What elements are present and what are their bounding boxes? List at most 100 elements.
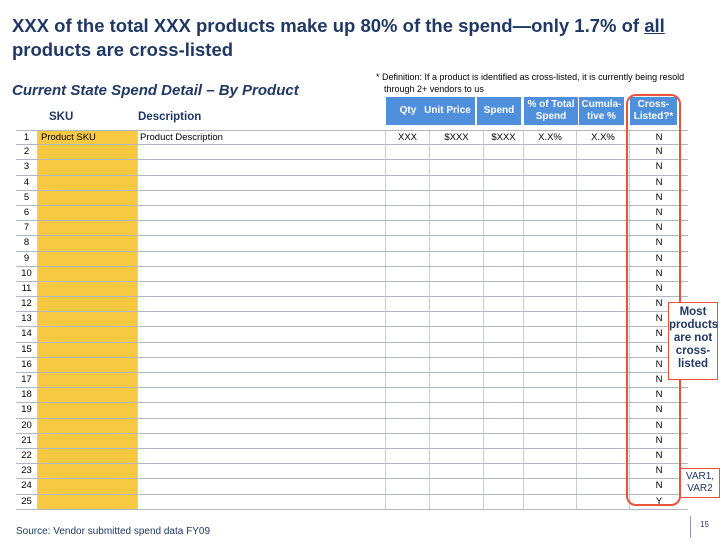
unit-price-cell xyxy=(430,266,484,281)
spend-cell xyxy=(484,433,524,448)
spend-cell xyxy=(484,479,524,494)
pct-total-cell xyxy=(524,205,577,221)
spend-cell xyxy=(484,266,524,281)
spend-cell xyxy=(484,342,524,357)
spend-cell xyxy=(484,327,524,342)
cross-listed-cell: N xyxy=(655,267,663,279)
callout-line: listed xyxy=(677,358,709,370)
column-header-unit-price: Unit Price xyxy=(420,97,475,125)
cumulative-cell xyxy=(577,297,630,312)
qty-cell xyxy=(386,190,430,205)
unit-price-cell xyxy=(430,221,484,236)
spend-cell xyxy=(484,221,524,236)
qty-cell xyxy=(386,357,430,372)
sku-cell xyxy=(38,236,138,251)
row-number: 15 xyxy=(16,342,38,357)
qty-cell xyxy=(386,327,430,342)
row-number: 6 xyxy=(16,205,38,221)
sku-cell xyxy=(38,266,138,281)
cumulative-cell xyxy=(577,464,630,479)
callout-line: products xyxy=(669,319,719,331)
qty-cell xyxy=(386,373,430,388)
spend-cell xyxy=(484,388,524,403)
sku-cell xyxy=(38,357,138,372)
callout-var-names: VAR1, VAR2 xyxy=(680,468,720,498)
sku-cell xyxy=(38,433,138,448)
column-header-sku: SKU xyxy=(49,111,74,123)
unit-price-cell xyxy=(430,327,484,342)
description-cell xyxy=(138,479,386,494)
table-row: 20 N xyxy=(16,418,688,434)
qty-cell xyxy=(386,236,430,251)
cross-listed-cell: N xyxy=(655,313,663,325)
unit-price-cell xyxy=(430,448,484,464)
description-cell xyxy=(138,190,386,205)
cross-listed-cell: N xyxy=(655,404,663,416)
callout-line: VAR1, xyxy=(685,471,715,482)
slide-title: XXX of the total XXX products make up 80… xyxy=(12,14,722,62)
callout-line: Most xyxy=(679,306,707,318)
pct-total-cell xyxy=(524,190,577,205)
spend-cell xyxy=(484,175,524,190)
qty-cell xyxy=(386,433,430,448)
pct-total-cell xyxy=(524,266,577,281)
description-cell xyxy=(138,312,386,327)
cross-listed-line-2: Listed?* xyxy=(633,111,674,122)
page-number: 15 xyxy=(700,520,709,529)
row-number: 7 xyxy=(16,221,38,236)
row-number: 9 xyxy=(16,251,38,266)
cross-listed-cell: N xyxy=(655,146,663,158)
sku-cell xyxy=(38,190,138,205)
table-row: 24 N xyxy=(16,479,688,495)
cross-listed-highlight xyxy=(626,94,681,506)
qty-cell xyxy=(386,175,430,190)
table-row: 10 N xyxy=(16,266,688,282)
table-row: 21 N xyxy=(16,433,688,449)
qty-cell xyxy=(386,297,430,312)
source-note: Source: Vendor submitted spend data FY09 xyxy=(16,526,211,537)
sku-cell xyxy=(38,175,138,190)
spend-cell xyxy=(484,403,524,418)
table-row: 23 N xyxy=(16,464,688,480)
description-cell xyxy=(138,327,386,342)
row-number: 3 xyxy=(16,160,38,175)
pct-total-cell xyxy=(524,251,577,266)
table-row: 22 N xyxy=(16,448,688,465)
sku-cell xyxy=(38,479,138,494)
cross-listed-cell: N xyxy=(655,358,663,370)
spend-cell xyxy=(484,281,524,297)
sku-cell xyxy=(38,448,138,464)
title-text: XXX of the total XXX products make up 80… xyxy=(12,15,645,36)
sku-cell xyxy=(38,342,138,357)
sku-cell xyxy=(38,221,138,236)
qty-cell xyxy=(386,403,430,418)
row-number: 12 xyxy=(16,297,38,312)
unit-price-cell xyxy=(430,373,484,388)
unit-price-cell xyxy=(430,145,484,160)
title-underlined-word: all xyxy=(644,15,665,36)
cross-listed-cell: N xyxy=(655,252,663,264)
cross-listed-cell: N xyxy=(655,132,663,143)
column-header-description: Description xyxy=(138,111,202,123)
qty-cell xyxy=(386,342,430,357)
description-cell xyxy=(138,175,386,190)
cumulative-line-1: Cumula- xyxy=(581,99,622,110)
cumulative-cell xyxy=(577,205,630,221)
sku-cell xyxy=(38,251,138,266)
cross-listed-cell: N xyxy=(655,434,663,446)
cumulative-cell xyxy=(577,479,630,494)
pct-total-cell xyxy=(524,342,577,357)
qty-cell xyxy=(386,464,430,479)
cumulative-cell xyxy=(577,373,630,388)
sku-cell xyxy=(38,297,138,312)
spend-cell xyxy=(484,494,524,509)
unit-price-cell xyxy=(430,479,484,494)
spend-cell xyxy=(484,145,524,160)
pct-total-cell xyxy=(524,373,577,388)
sku-cell xyxy=(38,464,138,479)
unit-price-cell xyxy=(430,190,484,205)
cumulative-cell xyxy=(577,190,630,205)
